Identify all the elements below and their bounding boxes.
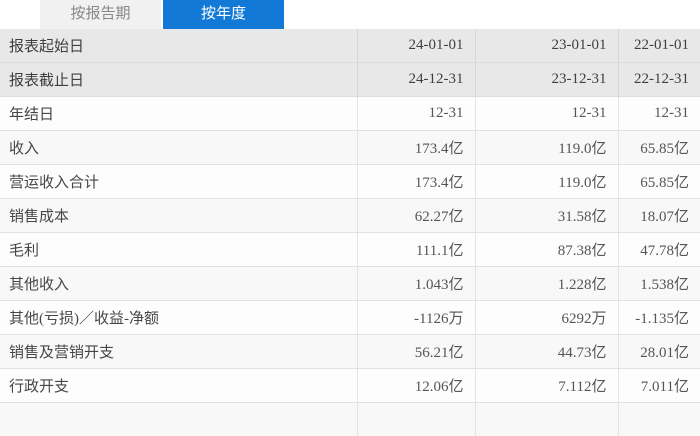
- cell-value-col1: 24-12-31: [357, 63, 475, 97]
- financial-statement-table: 报表起始日 24-01-01 23-01-01 22-01-01 报表截止日 2…: [0, 29, 700, 436]
- cell-value-col3: 18.07亿: [618, 199, 700, 233]
- table-row-total-operating-revenue: 营运收入合计 173.4亿 119.0亿 65.85亿: [0, 165, 700, 199]
- row-label: 毛利: [0, 233, 357, 267]
- cell-value-col3: -1.135亿: [618, 301, 700, 335]
- cell-value-col2: 23-01-01: [475, 29, 618, 63]
- table-row-selling-and-marketing-expenses: 销售及营销开支 56.21亿 44.73亿 28.01亿: [0, 335, 700, 369]
- table-row-report-end-date: 报表截止日 24-12-31 23-12-31 22-12-31: [0, 63, 700, 97]
- table-row-gross-profit: 毛利 111.1亿 87.38亿 47.78亿: [0, 233, 700, 267]
- cell-value-col1: 173.4亿: [357, 165, 475, 199]
- row-label: 报表起始日: [0, 29, 357, 63]
- cell-value-col3: 7.011亿: [618, 369, 700, 403]
- cell-value-col3: [618, 403, 700, 436]
- cell-value-col2: 7.112亿: [475, 369, 618, 403]
- cell-value-col3: 65.85亿: [618, 131, 700, 165]
- table-row-revenue: 收入 173.4亿 119.0亿 65.85亿: [0, 131, 700, 165]
- row-label: 收入: [0, 131, 357, 165]
- cell-value-col1: -1126万: [357, 301, 475, 335]
- cell-value-col1: 12.06亿: [357, 369, 475, 403]
- row-label: 行政开支: [0, 369, 357, 403]
- cell-value-col2: 87.38亿: [475, 233, 618, 267]
- row-label: 营运收入合计: [0, 165, 357, 199]
- cell-value-col3: 12-31: [618, 97, 700, 131]
- table-row-cost-of-sales: 销售成本 62.27亿 31.58亿 18.07亿: [0, 199, 700, 233]
- table-row-report-start-date: 报表起始日 24-01-01 23-01-01 22-01-01: [0, 29, 700, 63]
- cell-value-col3: 22-01-01: [618, 29, 700, 63]
- table-row-administrative-expenses: 行政开支 12.06亿 7.112亿 7.011亿: [0, 369, 700, 403]
- cell-value-col1: [357, 403, 475, 436]
- row-label: 其他收入: [0, 267, 357, 301]
- cell-value-col1: 12-31: [357, 97, 475, 131]
- cell-value-col3: 65.85亿: [618, 165, 700, 199]
- cell-value-col2: 23-12-31: [475, 63, 618, 97]
- table-row-other-losses-gains-net: 其他(亏损)／收益-净额 -1126万 6292万 -1.135亿: [0, 301, 700, 335]
- cell-value-col1: 1.043亿: [357, 267, 475, 301]
- row-label: 年结日: [0, 97, 357, 131]
- row-label: 销售及营销开支: [0, 335, 357, 369]
- cell-value-col3: 1.538亿: [618, 267, 700, 301]
- row-label: 销售成本: [0, 199, 357, 233]
- cell-value-col2: [475, 403, 618, 436]
- cell-value-col3: 28.01亿: [618, 335, 700, 369]
- cell-value-col2: 1.228亿: [475, 267, 618, 301]
- cell-value-col2: 119.0亿: [475, 131, 618, 165]
- table-row-other-income: 其他收入 1.043亿 1.228亿 1.538亿: [0, 267, 700, 301]
- cell-value-col2: 12-31: [475, 97, 618, 131]
- cell-value-col2: 31.58亿: [475, 199, 618, 233]
- table-body: 报表起始日 24-01-01 23-01-01 22-01-01 报表截止日 2…: [0, 29, 700, 436]
- cell-value-col1: 111.1亿: [357, 233, 475, 267]
- tab-by-report-period[interactable]: 按报告期: [40, 0, 161, 29]
- table-row-partial: [0, 403, 700, 436]
- period-tab-strip: 按报告期 按年度: [0, 0, 700, 29]
- tab-by-year[interactable]: 按年度: [163, 0, 284, 29]
- cell-value-col3: 47.78亿: [618, 233, 700, 267]
- row-label: [0, 403, 357, 436]
- cell-value-col2: 44.73亿: [475, 335, 618, 369]
- cell-value-col1: 56.21亿: [357, 335, 475, 369]
- row-label: 报表截止日: [0, 63, 357, 97]
- cell-value-col3: 22-12-31: [618, 63, 700, 97]
- cell-value-col2: 119.0亿: [475, 165, 618, 199]
- row-label: 其他(亏损)／收益-净额: [0, 301, 357, 335]
- table-row-year-end-date: 年结日 12-31 12-31 12-31: [0, 97, 700, 131]
- cell-value-col1: 24-01-01: [357, 29, 475, 63]
- cell-value-col1: 173.4亿: [357, 131, 475, 165]
- cell-value-col1: 62.27亿: [357, 199, 475, 233]
- cell-value-col2: 6292万: [475, 301, 618, 335]
